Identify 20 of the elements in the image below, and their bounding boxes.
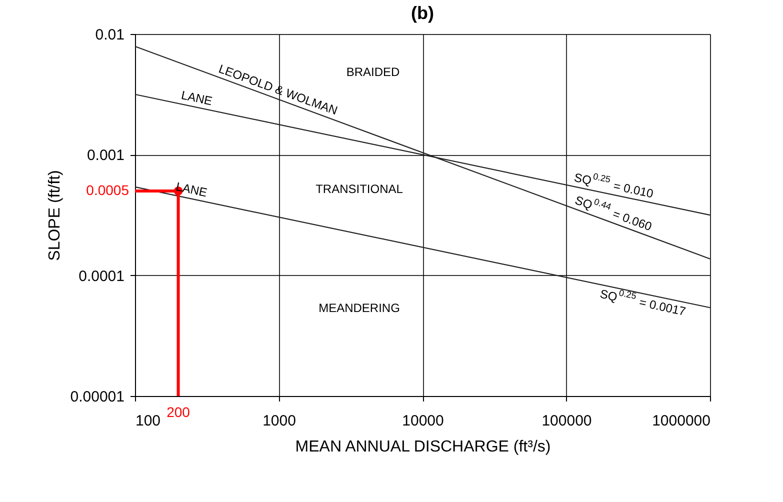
annotation: 200: [166, 404, 190, 420]
y-tick-label: 0.00001: [70, 388, 124, 406]
x-tick-label: 1000000: [652, 412, 710, 430]
y-axis-title: SLOPE (ft/ft): [46, 170, 64, 261]
chart-title: (b): [411, 3, 434, 23]
annotation: SQ0.25 = 0.0017: [598, 286, 688, 319]
y-tick-label: 0.001: [86, 147, 124, 164]
x-tick-label: 100: [136, 412, 161, 430]
x-tick-label: 1000: [262, 412, 296, 430]
y-tick-label: 0.0001: [78, 268, 124, 285]
x-tick-label: 10000: [402, 412, 444, 430]
x-tick-label: 100000: [542, 412, 592, 430]
annotation: BRAIDED: [346, 65, 400, 80]
annotation: 0.0005: [86, 182, 130, 198]
annotation: TRANSITIONAL: [316, 182, 404, 196]
annotation: LANE: [180, 88, 214, 108]
annotation: MEANDERING: [318, 301, 400, 316]
x-axis-title: MEAN ANNUAL DISCHARGE (ft³/s): [295, 438, 551, 456]
y-tick-label: 0.01: [95, 26, 124, 44]
annotation: LANE: [174, 180, 208, 200]
